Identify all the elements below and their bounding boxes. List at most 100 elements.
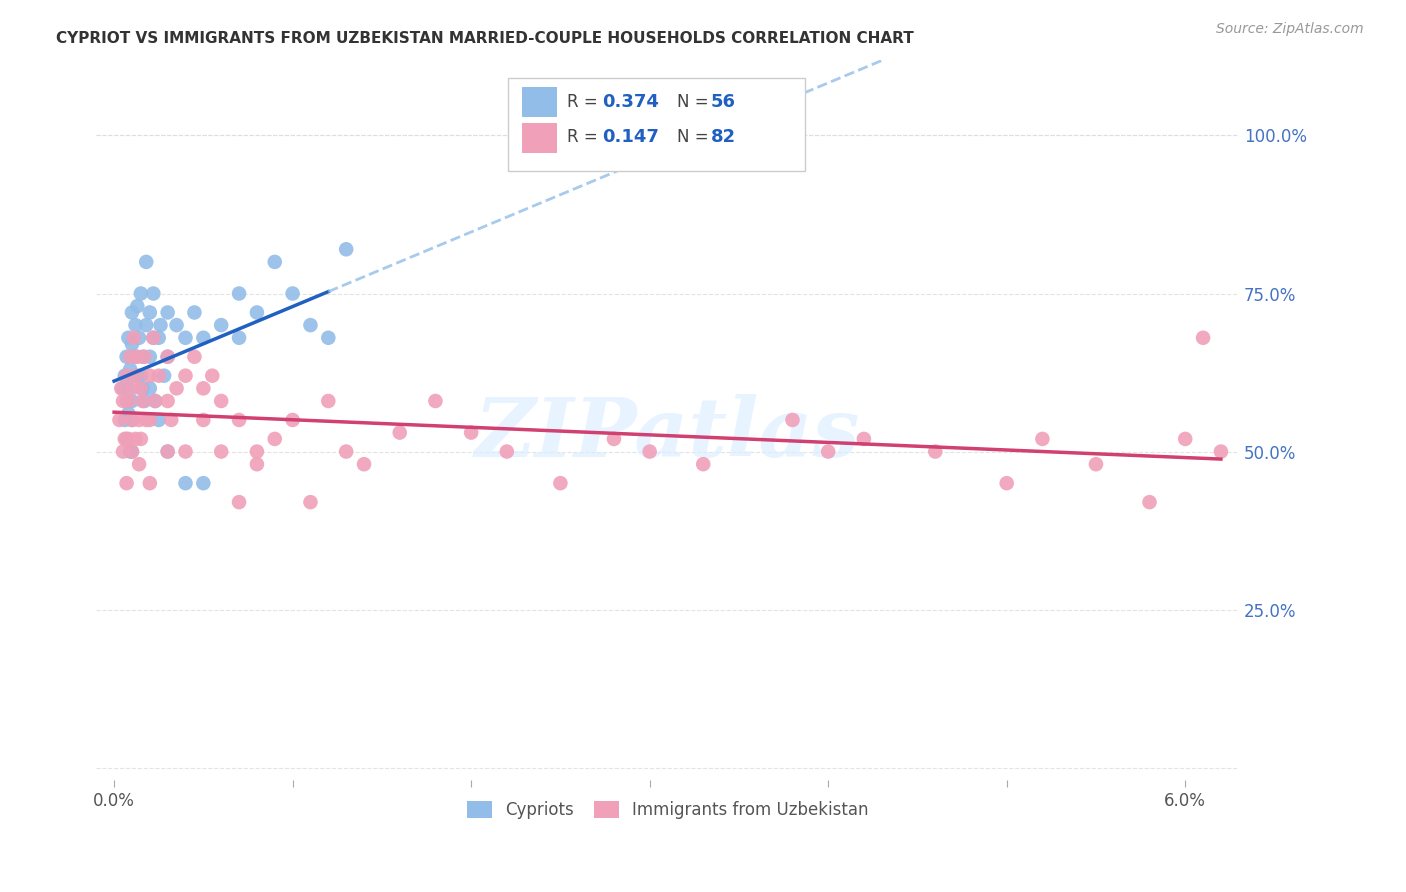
- Point: [117, 331, 139, 345]
- Point: [121, 444, 143, 458]
- Point: [156, 350, 179, 364]
- Point: [174, 368, 197, 383]
- Point: [114, 413, 136, 427]
- Point: [263, 432, 285, 446]
- Point: [209, 394, 232, 409]
- Text: R =: R =: [567, 93, 603, 112]
- Point: [156, 444, 179, 458]
- Point: [131, 381, 153, 395]
- Point: [495, 444, 517, 458]
- Point: [117, 432, 139, 446]
- Point: [134, 394, 156, 409]
- Point: [782, 413, 804, 427]
- Point: [209, 318, 232, 332]
- Point: [353, 457, 375, 471]
- Point: [148, 368, 170, 383]
- Point: [139, 368, 162, 383]
- Point: [129, 432, 152, 446]
- Point: [148, 413, 170, 427]
- Point: [174, 476, 197, 491]
- Point: [246, 457, 269, 471]
- Point: [120, 350, 142, 364]
- Point: [281, 413, 304, 427]
- Point: [117, 407, 139, 421]
- Point: [148, 331, 170, 345]
- Point: [156, 444, 179, 458]
- Point: [143, 394, 166, 409]
- Point: [115, 350, 138, 364]
- Point: [121, 337, 143, 351]
- Point: [135, 255, 157, 269]
- Point: [135, 413, 157, 427]
- Point: [995, 476, 1018, 491]
- Point: [124, 432, 146, 446]
- Text: 82: 82: [711, 128, 737, 146]
- Point: [388, 425, 411, 440]
- Point: [139, 350, 162, 364]
- Point: [228, 413, 250, 427]
- Point: [299, 495, 322, 509]
- Point: [129, 368, 152, 383]
- Point: [228, 286, 250, 301]
- Legend: Cypriots, Immigrants from Uzbekistan: Cypriots, Immigrants from Uzbekistan: [460, 795, 875, 826]
- Point: [246, 444, 269, 458]
- Point: [128, 331, 150, 345]
- Point: [318, 394, 340, 409]
- Point: [111, 444, 134, 458]
- Point: [129, 286, 152, 301]
- Text: ZIPatlas: ZIPatlas: [475, 394, 860, 475]
- Point: [335, 242, 357, 256]
- Point: [1031, 432, 1053, 446]
- Point: [142, 331, 165, 345]
- Point: [160, 413, 183, 427]
- Point: [166, 318, 188, 332]
- Point: [149, 318, 172, 332]
- Point: [115, 476, 138, 491]
- Point: [111, 381, 134, 395]
- Point: [139, 476, 162, 491]
- Point: [127, 299, 149, 313]
- Point: [122, 331, 145, 345]
- Point: [117, 381, 139, 395]
- Point: [156, 350, 179, 364]
- Point: [129, 381, 152, 395]
- Point: [121, 444, 143, 458]
- Point: [110, 381, 132, 395]
- Point: [111, 394, 134, 409]
- Bar: [523, 123, 557, 153]
- Text: N =: N =: [676, 93, 713, 112]
- Point: [142, 331, 165, 345]
- Point: [115, 432, 138, 446]
- Point: [134, 350, 156, 364]
- Point: [174, 331, 197, 345]
- Point: [183, 350, 205, 364]
- Bar: [523, 87, 557, 117]
- Point: [692, 457, 714, 471]
- Point: [638, 444, 661, 458]
- Text: Source: ZipAtlas.com: Source: ZipAtlas.com: [1216, 22, 1364, 37]
- Point: [120, 444, 142, 458]
- Point: [117, 394, 139, 409]
- Point: [852, 432, 875, 446]
- Point: [121, 413, 143, 427]
- Text: 0.147: 0.147: [602, 128, 659, 146]
- Point: [193, 476, 215, 491]
- Point: [156, 305, 179, 319]
- Point: [121, 413, 143, 427]
- Point: [281, 286, 304, 301]
- Point: [127, 350, 149, 364]
- Point: [193, 413, 215, 427]
- Point: [115, 368, 138, 383]
- Text: 0.374: 0.374: [602, 93, 659, 112]
- Point: [121, 394, 143, 409]
- Text: 56: 56: [711, 93, 735, 112]
- Point: [817, 444, 839, 458]
- Point: [121, 381, 143, 395]
- Point: [156, 394, 179, 409]
- Point: [1139, 495, 1161, 509]
- Point: [1209, 444, 1232, 458]
- Text: R =: R =: [567, 128, 603, 146]
- Point: [128, 457, 150, 471]
- Point: [142, 286, 165, 301]
- Point: [121, 305, 143, 319]
